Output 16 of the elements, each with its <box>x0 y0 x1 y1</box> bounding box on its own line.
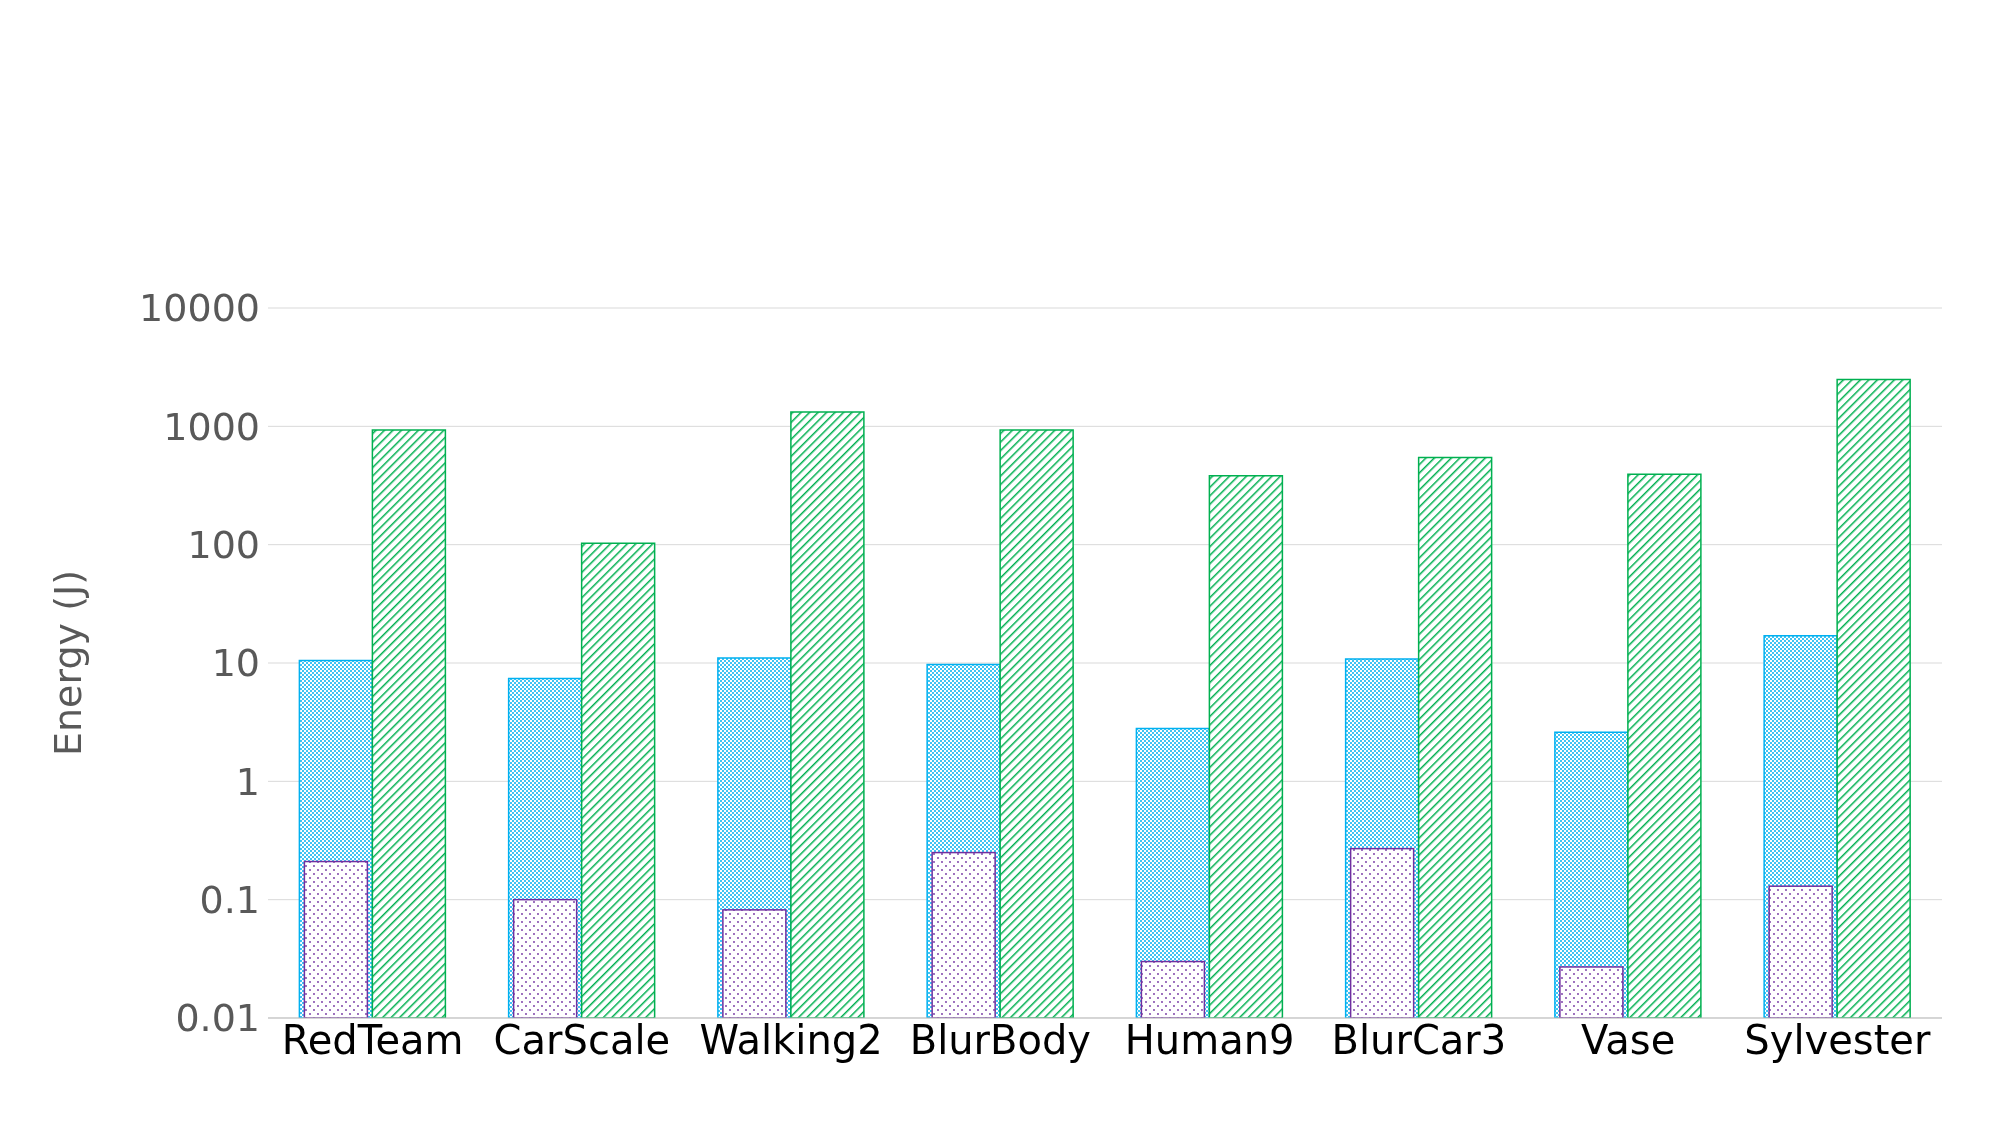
x-tick-label: BlurBody <box>909 1017 1092 1064</box>
x-tick-label: Vase <box>1581 1017 1676 1064</box>
x-tick-label: RedTeam <box>281 1017 464 1064</box>
y-tick-label: 100 <box>187 523 260 568</box>
x-tick-label: Sylvester <box>1744 1017 1931 1064</box>
y-tick-label: 1000 <box>163 404 260 449</box>
x-tick-label: BlurCar3 <box>1331 1017 1507 1064</box>
y-tick-label: 10000 <box>139 286 260 331</box>
y-tick-label: 0.01 <box>175 996 260 1041</box>
y-tick-label: 1 <box>235 759 260 804</box>
y-tick-label: 10 <box>211 641 260 686</box>
y-axis-title: Energy (J) <box>46 570 91 756</box>
x-tick-label: Human9 <box>1124 1017 1295 1064</box>
x-tick-label: Walking2 <box>699 1017 883 1064</box>
y-tick-label: 0.1 <box>199 878 260 923</box>
x-tick-label: CarScale <box>493 1017 671 1064</box>
